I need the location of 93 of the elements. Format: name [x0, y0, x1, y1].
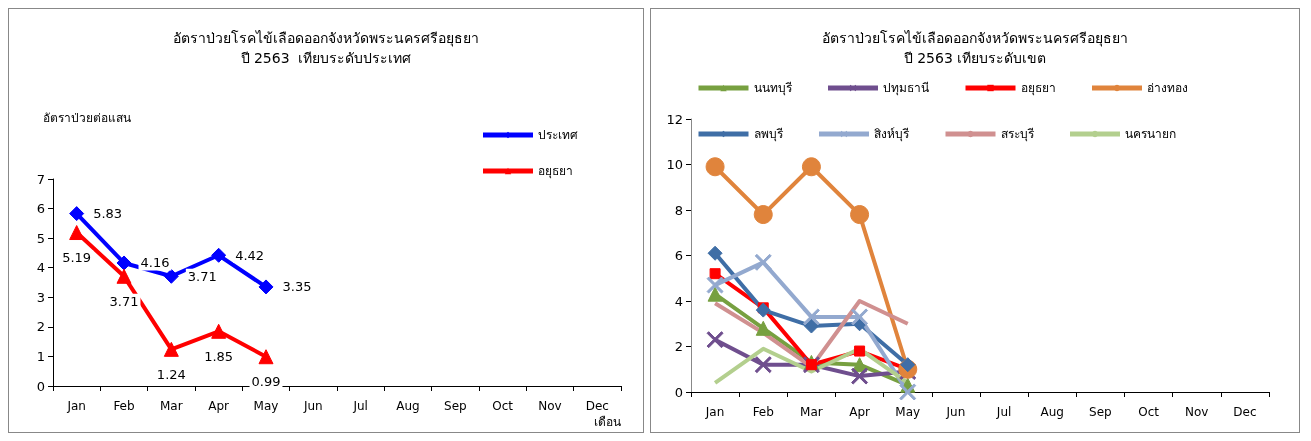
y-tick-label: 5: [36, 230, 45, 246]
x-tick-label: Jun: [302, 399, 323, 413]
point: [754, 253, 772, 271]
y-tick-label: 0: [36, 378, 45, 394]
legend-label: นครนายก: [1125, 127, 1176, 141]
y-tick-label: 3: [36, 289, 45, 305]
legend-label: ประเทศ: [538, 128, 578, 142]
point: [707, 286, 723, 302]
x-tick-label: Feb: [752, 405, 774, 419]
point: [753, 205, 773, 225]
data-label: 4.16: [140, 255, 170, 271]
x-tick-label: Mar: [800, 405, 823, 419]
point: [69, 206, 85, 222]
legend-label: อยุธยา: [1020, 81, 1056, 96]
data-label: 4.42: [235, 247, 265, 263]
point: [854, 345, 866, 357]
data-label: 1.24: [156, 366, 186, 382]
legend-label: ปทุมธานี: [883, 81, 929, 96]
legend-label: อยุธยา: [538, 164, 573, 179]
y-tick-label: 2: [674, 339, 683, 354]
y-tick-label: 10: [666, 157, 683, 172]
point: [851, 308, 869, 326]
x-tick-label: Apr: [208, 399, 230, 413]
data-label: 5.83: [93, 206, 123, 222]
point: [851, 367, 869, 385]
point: [850, 205, 870, 225]
data-label: 5.19: [62, 250, 92, 266]
point: [803, 318, 819, 334]
x-tick-label: Nov: [1185, 405, 1209, 419]
x-tick-label: Sep: [1089, 405, 1112, 419]
point: [706, 276, 724, 294]
data-label: 3.71: [187, 268, 217, 284]
point: [900, 357, 916, 373]
point: [755, 302, 771, 318]
x-tick-label: Feb: [113, 399, 135, 413]
point: [163, 341, 179, 357]
point: [258, 349, 274, 365]
y-tick-label: 4: [36, 260, 45, 276]
y-tick-label: 12: [666, 111, 683, 127]
x-tick-label: Oct: [1138, 405, 1160, 419]
legend-label: อ่างทอง: [1147, 81, 1188, 95]
data-label: 0.99: [251, 374, 281, 390]
x-tick-label: Nov: [538, 399, 562, 413]
data-label: 3.71: [109, 293, 139, 309]
point: [163, 268, 179, 284]
point: [69, 225, 85, 241]
x-tick-label: Aug: [396, 399, 420, 413]
x-tick-label: May: [253, 399, 279, 413]
x-tick-label: May: [895, 405, 921, 419]
y-tick-label: 4: [674, 293, 683, 309]
x-tick-label: Dec: [1233, 405, 1257, 419]
y-tick-label: 1: [36, 348, 45, 364]
point: [755, 320, 771, 336]
chart-title: อัตราป่วยโรคไข้เลือดออกจังหวัดพระนครศรีอยุธยา ปี 2563 เทียบระดับเขต: [822, 30, 1128, 66]
y-tick-label: 8: [674, 202, 683, 218]
x-tick-label: Apr: [849, 405, 871, 419]
x-tick-label: Jan: [704, 405, 725, 419]
point: [801, 157, 821, 177]
y-tick-label: 6: [674, 248, 683, 263]
y-tick-label: 7: [36, 171, 45, 187]
legend-label: สระบุรี: [1000, 127, 1035, 142]
y-tick-label: 2: [36, 319, 45, 335]
point: [754, 356, 772, 374]
x-tick-label: Jan: [66, 399, 86, 413]
point: [116, 268, 132, 284]
legend-label: ลพบุรี: [753, 127, 784, 142]
point: [116, 255, 132, 271]
point: [802, 308, 820, 326]
data-label: 3.35: [282, 279, 312, 295]
legend-label: สิงห์บุรี: [874, 127, 910, 142]
point: [709, 268, 721, 280]
y-tick-label: 0: [674, 384, 683, 400]
y-axis-title: อัตราป่วยต่อแสน: [43, 111, 131, 125]
x-tick-label: Dec: [585, 399, 609, 413]
data-label: 1.85: [204, 348, 234, 364]
x-tick-label: Sep: [444, 399, 467, 413]
x-tick-label: Mar: [160, 399, 183, 413]
x-tick-label: Oct: [492, 399, 514, 413]
point: [705, 157, 725, 177]
x-tick-label: Jul: [995, 405, 1012, 419]
point: [211, 247, 227, 263]
point: [899, 383, 917, 401]
x-axis-title: เดือน: [594, 415, 621, 429]
x-tick-label: Aug: [1040, 405, 1064, 419]
point: [707, 245, 723, 261]
point: [258, 279, 274, 295]
point: [706, 331, 724, 349]
point: [211, 323, 227, 339]
x-tick-label: Jun: [945, 405, 966, 419]
chart-title: อัตราป่วยโรคไข้เลือดออกจังหวัดพระนครศรีอยุธยา ปี 2563 เทียบระดับประเทศ: [173, 30, 479, 66]
y-tick-label: 6: [36, 201, 45, 217]
legend-label: นนทบุรี: [753, 81, 793, 96]
x-tick-label: Jul: [352, 399, 368, 413]
